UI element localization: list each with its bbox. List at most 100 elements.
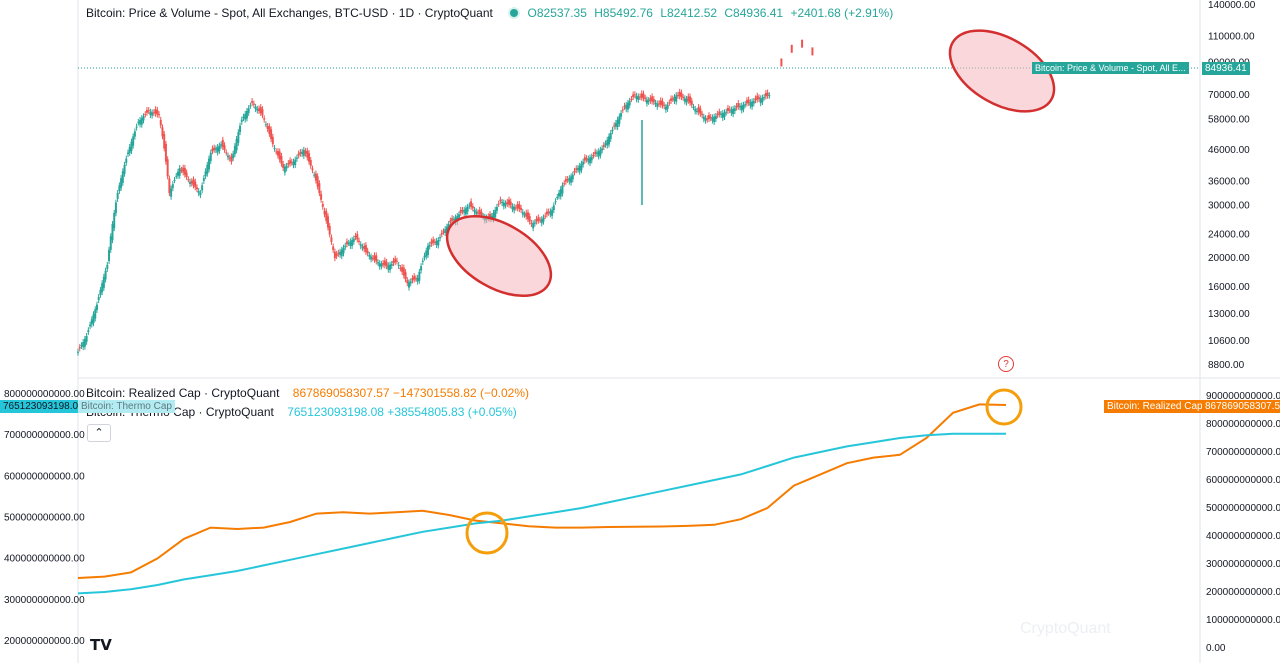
price-candle xyxy=(132,136,135,146)
price-candle xyxy=(763,97,766,99)
price-candle xyxy=(587,158,590,162)
price-candle xyxy=(754,98,757,101)
price-candle xyxy=(733,108,736,112)
price-candle xyxy=(711,117,714,121)
price-candle xyxy=(670,98,673,101)
price-legend-title: Bitcoin: Price & Volume - Spot, All Exch… xyxy=(86,6,493,20)
price-candle xyxy=(225,152,228,154)
price-candle xyxy=(563,183,566,185)
price-candle xyxy=(704,118,707,121)
price-candle xyxy=(440,232,443,235)
price-candle xyxy=(528,216,531,222)
price-candle xyxy=(721,113,724,118)
price-candle xyxy=(749,102,752,106)
price-candle xyxy=(725,111,728,113)
price-candle xyxy=(685,98,688,103)
tradingview-logo[interactable]: TV xyxy=(90,636,112,654)
price-candle xyxy=(297,153,300,156)
price-candle xyxy=(768,95,771,97)
visibility-eye-icon[interactable] xyxy=(510,9,519,18)
price-candle xyxy=(582,161,585,165)
realized-cap-legend: Bitcoin: Realized Cap · CryptoQuant 8678… xyxy=(86,386,529,400)
price-candle xyxy=(263,118,266,120)
question-icon[interactable]: ? xyxy=(998,356,1014,372)
price-candle xyxy=(173,179,176,181)
price-candle xyxy=(576,167,579,170)
price-candle xyxy=(476,212,479,214)
price-candle xyxy=(159,119,162,126)
price-candle xyxy=(606,139,609,146)
price-candle xyxy=(266,125,269,129)
price-candle xyxy=(163,134,166,149)
price-candle xyxy=(737,103,740,107)
price-candle xyxy=(661,100,664,106)
price-candle xyxy=(666,104,669,109)
price-candle xyxy=(97,297,100,301)
left-axis-tick: 200000000000.00 xyxy=(4,636,85,647)
price-candle xyxy=(701,113,704,116)
annotation-ellipse-2025-top xyxy=(948,29,1056,113)
price-candle xyxy=(366,250,369,254)
price-candle xyxy=(392,260,395,264)
price-candle xyxy=(607,136,610,145)
price-candle xyxy=(663,105,666,107)
price-candle xyxy=(387,265,390,270)
price-candle xyxy=(699,108,702,114)
price-candle xyxy=(597,151,600,157)
price-candle xyxy=(135,126,138,128)
price-candle xyxy=(637,96,640,100)
price-candle xyxy=(647,100,650,102)
price-candle xyxy=(271,136,274,145)
chevron-up-icon[interactable]: ⌃ xyxy=(87,424,111,442)
price-candle xyxy=(533,222,536,224)
price-candle xyxy=(270,129,273,139)
price-candle xyxy=(185,172,188,177)
price-candle xyxy=(542,217,545,222)
price-candle xyxy=(790,44,793,53)
thermo-cap-label-tag: Bitcoin: Thermo Cap xyxy=(78,400,175,413)
price-candle xyxy=(99,289,102,295)
price-candle xyxy=(659,100,662,105)
price-candle xyxy=(285,165,288,169)
price-candle xyxy=(702,116,705,120)
price-candle xyxy=(623,105,626,107)
price-candle xyxy=(459,209,462,213)
indicator-series xyxy=(77,403,1007,595)
price-candle xyxy=(697,106,700,113)
price-candle xyxy=(351,239,354,246)
price-axis-tick: 58000.00 xyxy=(1208,115,1250,126)
price-candle xyxy=(509,201,512,206)
price-candle xyxy=(740,105,743,111)
price-candle xyxy=(530,222,533,225)
price-candle xyxy=(464,208,467,215)
left-axis-tick: 300000000000.00 xyxy=(4,595,85,606)
price-candle xyxy=(544,215,547,217)
price-candle xyxy=(573,170,576,173)
price-candle xyxy=(402,267,405,276)
price-candle xyxy=(595,152,598,154)
price-candle xyxy=(168,178,171,194)
realized-cap-value-tag: 867869058307.57 xyxy=(1202,400,1280,413)
price-candle xyxy=(95,304,98,310)
price-candle xyxy=(170,188,173,197)
price-candle xyxy=(675,95,678,102)
price-candle xyxy=(335,253,338,257)
price-axis-tick: 16000.00 xyxy=(1208,282,1250,293)
price-candle xyxy=(609,133,612,140)
price-candle xyxy=(145,110,148,113)
price-candle xyxy=(590,156,593,161)
price-candle xyxy=(282,163,285,168)
price-candle xyxy=(211,148,214,152)
price-candle xyxy=(558,193,560,197)
price-candle xyxy=(368,254,371,257)
price-candle xyxy=(401,267,404,272)
price-series xyxy=(77,39,814,356)
price-candle xyxy=(694,108,697,112)
price-candle xyxy=(683,98,686,102)
price-candle xyxy=(537,217,540,221)
price-candle xyxy=(85,335,88,342)
price-candle xyxy=(204,171,207,177)
price-candle xyxy=(287,163,290,165)
price-candle xyxy=(358,240,361,242)
left-axis-tick: 700000000000.00 xyxy=(4,430,85,441)
